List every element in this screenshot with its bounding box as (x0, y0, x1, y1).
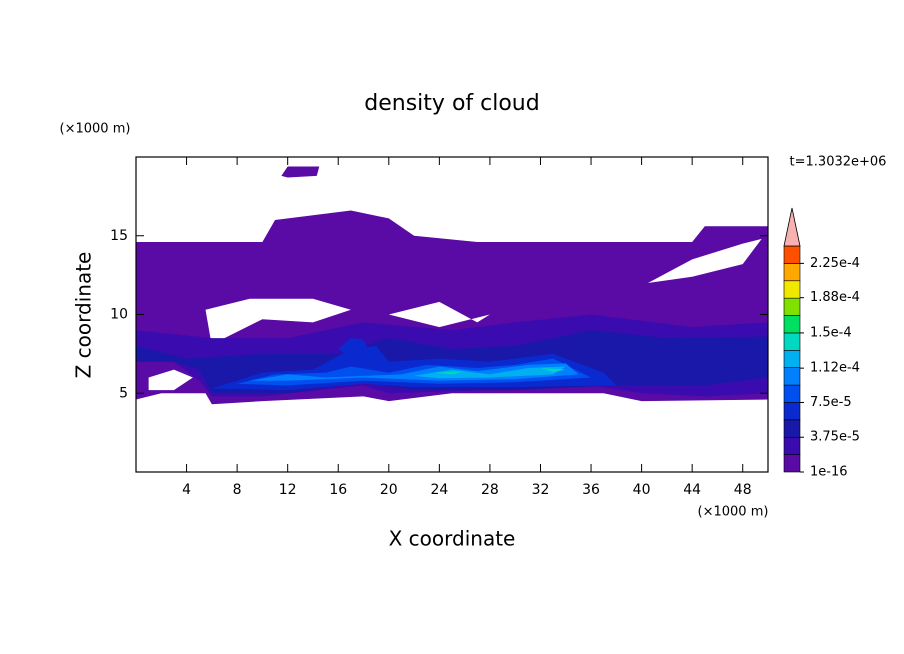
colorbar-tick-label: 2.25e-4 (810, 256, 860, 271)
colorbar-segment (783, 454, 801, 473)
x-tick-label: 12 (279, 482, 297, 498)
y-axis-title: Z coordinate (72, 252, 96, 379)
colorbar-tick-label: 1.5e-4 (810, 325, 852, 340)
x-unit: (×1000 m) (698, 505, 769, 520)
chart-title: density of cloud (364, 91, 539, 116)
x-tick-label: 36 (582, 482, 600, 498)
x-axis-title: X coordinate (389, 527, 516, 551)
contour-region (281, 166, 320, 178)
no-cloud-region (388, 301, 490, 328)
x-tick-label: 20 (380, 482, 398, 498)
x-tick-label: 44 (683, 482, 701, 498)
y-tick-label: 10 (110, 307, 128, 323)
no-cloud-region (647, 238, 762, 283)
y-tick-label: 15 (110, 228, 128, 244)
colorbar-segment (783, 297, 801, 316)
colorbar-segment (783, 350, 801, 368)
colorbar-tick-label: 1e-16 (810, 465, 848, 480)
x-tick-label: 4 (182, 482, 191, 498)
no-cloud-region (148, 369, 193, 391)
x-tick-label: 40 (633, 482, 651, 498)
contour-region (338, 338, 370, 358)
contour-region (540, 368, 566, 372)
no-cloud-region (205, 298, 351, 346)
colorbar-tick-label: 3.75e-5 (810, 430, 860, 445)
x-tick-label: 24 (430, 482, 448, 498)
colorbar-segment (783, 419, 801, 438)
colorbar-tick-label: 1.12e-4 (810, 361, 860, 376)
x-tick-label: 8 (233, 482, 242, 498)
x-tick-label: 28 (481, 482, 499, 498)
y-tick-label: 5 (119, 385, 128, 401)
x-tick-label: 16 (329, 482, 347, 498)
colorbar-segment (783, 280, 801, 299)
colorbar-segment (783, 315, 801, 334)
colorbar-tick-label: 1.88e-4 (810, 290, 860, 305)
colorbar-segment (783, 436, 801, 455)
colorbar-segment (783, 367, 801, 386)
colorbar-tick-label: 7.5e-5 (810, 395, 852, 410)
time-label: t=1.3032e+06 (790, 155, 887, 170)
colorbar-extension (783, 207, 801, 247)
contour-region (414, 366, 566, 379)
colorbar-segment (783, 263, 801, 282)
contour-region (433, 371, 465, 375)
colorbar-segment (783, 245, 801, 264)
colorbar-segment (783, 402, 801, 421)
colorbar-segment (783, 384, 801, 403)
y-unit: (×1000 m) (60, 122, 131, 137)
x-tick-label: 32 (532, 482, 550, 498)
colorbar-segment (783, 332, 801, 351)
x-tick-label: 48 (734, 482, 752, 498)
